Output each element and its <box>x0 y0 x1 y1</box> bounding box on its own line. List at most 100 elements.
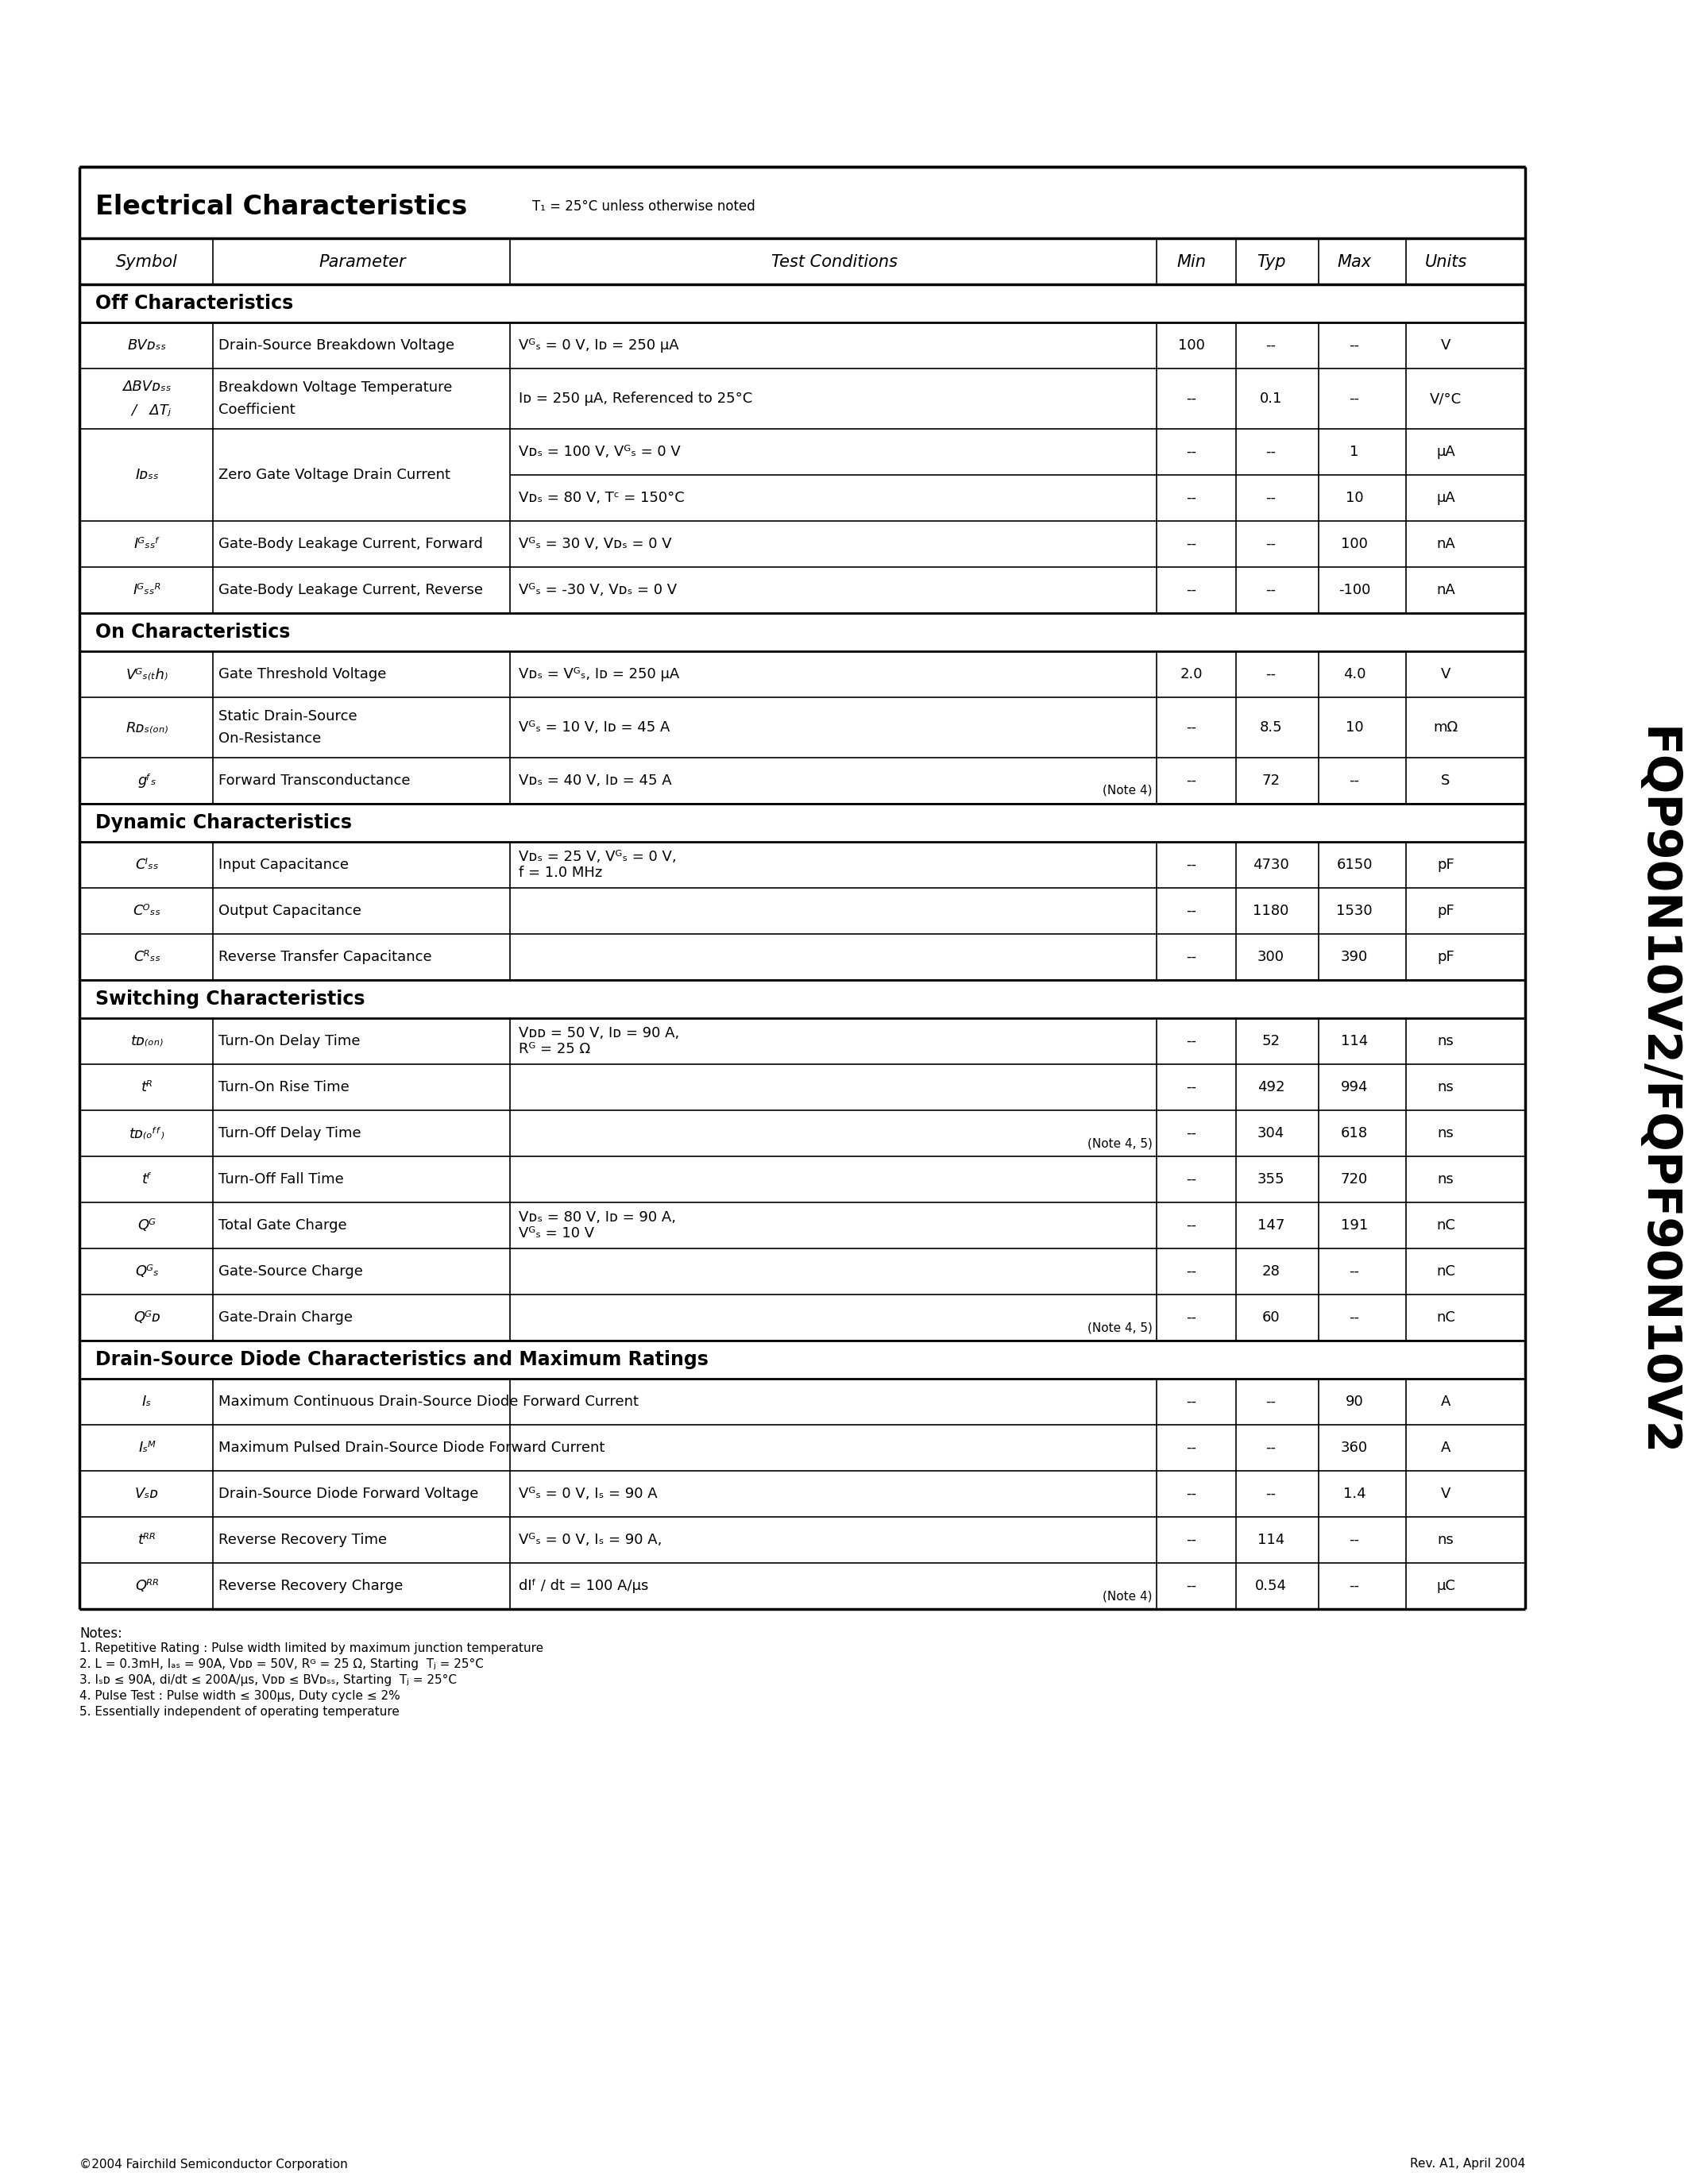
Text: 114: 114 <box>1258 1533 1285 1546</box>
Text: Gate-Drain Charge: Gate-Drain Charge <box>218 1310 353 1326</box>
Text: (Note 4): (Note 4) <box>1102 1590 1153 1603</box>
Text: --: -- <box>1349 391 1359 406</box>
Text: tᶠ: tᶠ <box>142 1173 152 1186</box>
Text: Cᴼₛₛ: Cᴼₛₛ <box>133 904 160 917</box>
Text: pF: pF <box>1436 858 1455 871</box>
Text: -100: -100 <box>1339 583 1371 596</box>
Text: Iₛ: Iₛ <box>142 1396 152 1409</box>
Text: μC: μC <box>1436 1579 1455 1592</box>
Text: --: -- <box>1187 446 1197 459</box>
Text: --: -- <box>1187 721 1197 734</box>
Text: tᴿᴿ: tᴿᴿ <box>138 1533 155 1546</box>
Text: 100: 100 <box>1340 537 1367 550</box>
Text: Iᴳₛₛᴿ: Iᴳₛₛᴿ <box>133 583 160 596</box>
Text: On Characteristics: On Characteristics <box>95 622 290 642</box>
Text: Gate Threshold Voltage: Gate Threshold Voltage <box>218 666 387 681</box>
Text: Iₛᴹ: Iₛᴹ <box>138 1441 155 1455</box>
Text: --: -- <box>1187 1219 1197 1232</box>
Text: --: -- <box>1187 1487 1197 1500</box>
Text: Typ: Typ <box>1256 253 1286 271</box>
Text: 4. Pulse Test : Pulse width ≤ 300μs, Duty cycle ≤ 2%: 4. Pulse Test : Pulse width ≤ 300μs, Dut… <box>79 1690 400 1701</box>
Text: μA: μA <box>1436 491 1455 505</box>
Text: 0.1: 0.1 <box>1259 391 1283 406</box>
Text: --: -- <box>1187 950 1197 963</box>
Text: (Note 4, 5): (Note 4, 5) <box>1087 1321 1153 1334</box>
Text: Vᴳₛ = 10 V, Iᴅ = 45 A: Vᴳₛ = 10 V, Iᴅ = 45 A <box>518 721 670 734</box>
Text: Maximum Continuous Drain-Source Diode Forward Current: Maximum Continuous Drain-Source Diode Fo… <box>218 1396 638 1409</box>
Text: Vᴳₛ = 0 V, Iₛ = 90 A,: Vᴳₛ = 0 V, Iₛ = 90 A, <box>518 1533 662 1546</box>
Text: 355: 355 <box>1258 1173 1285 1186</box>
Text: Electrical Characteristics: Electrical Characteristics <box>95 194 468 221</box>
Text: Iᴅₛₛ: Iᴅₛₛ <box>135 467 159 483</box>
Text: 6150: 6150 <box>1337 858 1372 871</box>
Text: Drain-Source Breakdown Voltage: Drain-Source Breakdown Voltage <box>218 339 454 352</box>
Text: Vᴅₛ = 25 V, Vᴳₛ = 0 V,: Vᴅₛ = 25 V, Vᴳₛ = 0 V, <box>518 850 677 863</box>
Text: Vₛᴅ: Vₛᴅ <box>135 1487 159 1500</box>
Text: --: -- <box>1187 1173 1197 1186</box>
Text: --: -- <box>1266 446 1276 459</box>
Text: --: -- <box>1266 1487 1276 1500</box>
Text: Min: Min <box>1177 253 1207 271</box>
Text: Turn-Off Fall Time: Turn-Off Fall Time <box>218 1173 344 1186</box>
Text: Switching Characteristics: Switching Characteristics <box>95 989 365 1009</box>
Text: 60: 60 <box>1263 1310 1280 1326</box>
Text: ©2004 Fairchild Semiconductor Corporation: ©2004 Fairchild Semiconductor Corporatio… <box>79 2158 348 2171</box>
Text: 1530: 1530 <box>1337 904 1372 917</box>
Text: --: -- <box>1187 858 1197 871</box>
Text: Input Capacitance: Input Capacitance <box>218 858 349 871</box>
Text: Dynamic Characteristics: Dynamic Characteristics <box>95 812 351 832</box>
Text: --: -- <box>1349 339 1359 352</box>
Text: Vᴳₛ₍ₜℎ₎: Vᴳₛ₍ₜℎ₎ <box>127 666 169 681</box>
Text: Vᴅₛ = 40 V, Iᴅ = 45 A: Vᴅₛ = 40 V, Iᴅ = 45 A <box>518 773 672 788</box>
Text: gᶠₛ: gᶠₛ <box>138 773 157 788</box>
Text: FQP90N10V2/FQPF90N10V2: FQP90N10V2/FQPF90N10V2 <box>1634 727 1680 1457</box>
Text: T₁ = 25°C unless otherwise noted: T₁ = 25°C unless otherwise noted <box>532 199 755 214</box>
Text: Off Characteristics: Off Characteristics <box>95 295 294 312</box>
Text: 2. L = 0.3mH, Iₐₛ = 90A, Vᴅᴅ = 50V, Rᴳ = 25 Ω, Starting  Tⱼ = 25°C: 2. L = 0.3mH, Iₐₛ = 90A, Vᴅᴅ = 50V, Rᴳ =… <box>79 1658 484 1671</box>
Text: --: -- <box>1187 491 1197 505</box>
Text: ns: ns <box>1438 1127 1453 1140</box>
Text: pF: pF <box>1436 950 1455 963</box>
Text: V: V <box>1442 1487 1450 1500</box>
Text: mΩ: mΩ <box>1433 721 1458 734</box>
Text: --: -- <box>1266 537 1276 550</box>
Text: Gate-Source Charge: Gate-Source Charge <box>218 1265 363 1278</box>
Text: nC: nC <box>1436 1265 1455 1278</box>
Text: --: -- <box>1187 1265 1197 1278</box>
Text: --: -- <box>1187 1310 1197 1326</box>
Text: Reverse Recovery Charge: Reverse Recovery Charge <box>218 1579 403 1592</box>
Text: Vᴅᴅ = 50 V, Iᴅ = 90 A,: Vᴅᴅ = 50 V, Iᴅ = 90 A, <box>518 1026 679 1040</box>
Text: 1180: 1180 <box>1252 904 1290 917</box>
Text: Forward Transconductance: Forward Transconductance <box>218 773 410 788</box>
Text: V/°C: V/°C <box>1430 391 1462 406</box>
Text: --: -- <box>1349 773 1359 788</box>
Text: (Note 4): (Note 4) <box>1102 784 1153 795</box>
Text: V: V <box>1442 666 1450 681</box>
Text: ns: ns <box>1438 1533 1453 1546</box>
Text: 0.54: 0.54 <box>1256 1579 1286 1592</box>
Text: Drain-Source Diode Forward Voltage: Drain-Source Diode Forward Voltage <box>218 1487 478 1500</box>
Text: ns: ns <box>1438 1081 1453 1094</box>
Text: 1.4: 1.4 <box>1344 1487 1366 1500</box>
Text: Qᴳₛ: Qᴳₛ <box>135 1265 159 1278</box>
Text: Vᴅₛ = Vᴳₛ, Iᴅ = 250 μA: Vᴅₛ = Vᴳₛ, Iᴅ = 250 μA <box>518 666 679 681</box>
Text: Vᴳₛ = 0 V, Iₛ = 90 A: Vᴳₛ = 0 V, Iₛ = 90 A <box>518 1487 657 1500</box>
Text: 1. Repetitive Rating : Pulse width limited by maximum junction temperature: 1. Repetitive Rating : Pulse width limit… <box>79 1642 544 1653</box>
Text: Output Capacitance: Output Capacitance <box>218 904 361 917</box>
Text: 994: 994 <box>1340 1081 1367 1094</box>
Text: --: -- <box>1266 1396 1276 1409</box>
Text: /   ΔTⱼ: / ΔTⱼ <box>132 404 170 417</box>
Text: Turn-Off Delay Time: Turn-Off Delay Time <box>218 1127 361 1140</box>
Text: --: -- <box>1266 339 1276 352</box>
Text: dIᶠ / dt = 100 A/μs: dIᶠ / dt = 100 A/μs <box>518 1579 648 1592</box>
Text: Symbol: Symbol <box>116 253 177 271</box>
Text: f = 1.0 MHz: f = 1.0 MHz <box>518 867 603 880</box>
Text: Vᴅₛ = 100 V, Vᴳₛ = 0 V: Vᴅₛ = 100 V, Vᴳₛ = 0 V <box>518 446 680 459</box>
Text: 360: 360 <box>1340 1441 1367 1455</box>
Text: Rᴳ = 25 Ω: Rᴳ = 25 Ω <box>518 1042 591 1057</box>
Text: Rev. A1, April 2004: Rev. A1, April 2004 <box>1409 2158 1526 2171</box>
Text: Units: Units <box>1425 253 1467 271</box>
Text: 191: 191 <box>1340 1219 1367 1232</box>
Text: tᴅ₍ₒₙ₎: tᴅ₍ₒₙ₎ <box>130 1033 164 1048</box>
Text: Drain-Source Diode Characteristics and Maximum Ratings: Drain-Source Diode Characteristics and M… <box>95 1350 709 1369</box>
